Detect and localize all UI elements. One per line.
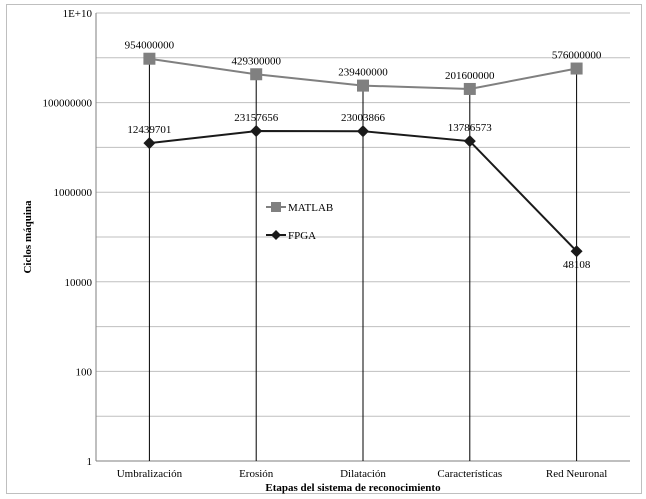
legend-label-matlab: MATLAB xyxy=(288,202,333,214)
marker-matlab xyxy=(143,52,156,65)
marker-fpga xyxy=(357,125,369,138)
data-label-matlab: 576000000 xyxy=(552,50,602,62)
data-label-matlab: 239400000 xyxy=(338,67,388,79)
legend-label-fpga: FPGA xyxy=(288,230,316,242)
marker-matlab xyxy=(570,62,583,75)
marker-fpga xyxy=(250,125,263,138)
y-tick-label: 10000 xyxy=(65,277,93,289)
y-tick-label: 100 xyxy=(76,366,93,378)
y-axis-title: Ciclos máquina xyxy=(22,200,34,274)
x-axis-title: Etapas del sistema de reconocimiento xyxy=(265,482,441,494)
marker-fpga xyxy=(143,137,156,150)
chart-frame xyxy=(6,4,642,494)
marker-fpga xyxy=(463,135,476,148)
data-label-matlab: 954000000 xyxy=(125,40,175,52)
y-tick-label: 1 xyxy=(87,456,93,468)
data-label-matlab: 429300000 xyxy=(231,55,281,67)
legend-marker-matlab xyxy=(271,202,281,212)
x-tick-label: Dilatación xyxy=(340,468,386,480)
x-tick-label: Red Neuronal xyxy=(546,468,607,480)
x-tick-label: Umbralización xyxy=(117,468,183,480)
marker-matlab xyxy=(357,79,369,92)
data-label-fpga: 12439701 xyxy=(127,124,171,136)
marker-matlab xyxy=(463,82,476,95)
x-tick-label: Características xyxy=(437,468,502,480)
data-label-fpga: 48108 xyxy=(563,259,591,271)
x-tick-label: Erosión xyxy=(239,468,274,480)
y-tick-label: 1000000 xyxy=(54,187,93,199)
y-tick-label: 100000000 xyxy=(43,98,93,110)
marker-fpga xyxy=(570,245,583,258)
data-label-fpga: 23157656 xyxy=(234,112,279,124)
legend-marker-fpga xyxy=(271,230,281,240)
y-tick-label: 1E+10 xyxy=(63,8,93,20)
data-label-fpga: 23003866 xyxy=(341,112,386,124)
marker-matlab xyxy=(250,68,263,81)
data-label-matlab: 201600000 xyxy=(445,70,495,82)
data-label-fpga: 13786573 xyxy=(448,122,493,134)
